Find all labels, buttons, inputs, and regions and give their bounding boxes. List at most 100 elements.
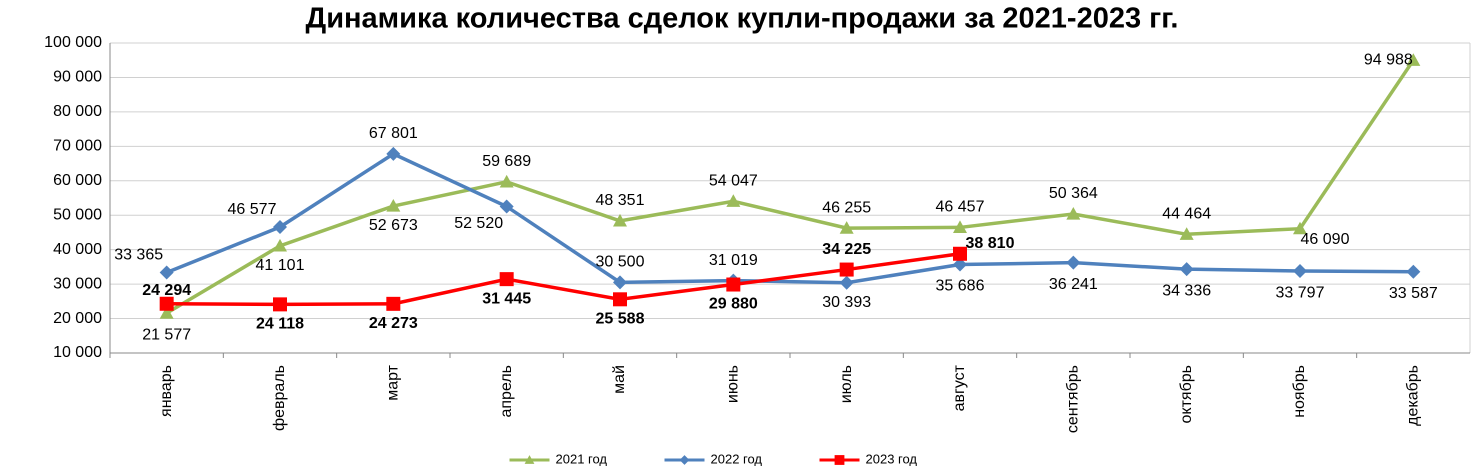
series: 33 365 46 577 67 801 52 520 30 500 31 019 30 3… xyxy=(114,125,1438,311)
marker xyxy=(273,220,287,235)
marker xyxy=(1066,206,1081,220)
marker xyxy=(386,296,401,311)
legend-label: 2021 год xyxy=(556,451,608,466)
data-label: 46 255 xyxy=(822,199,871,216)
marker xyxy=(834,455,845,465)
marker xyxy=(499,272,514,287)
series: 21 577 41 101 52 673 59 689 48 351 54 047 46 2… xyxy=(142,51,1421,343)
y-tick-label: 60 000 xyxy=(53,172,102,189)
marker xyxy=(499,174,514,188)
data-label: 29 880 xyxy=(709,296,758,313)
data-label: 35 686 xyxy=(936,278,985,295)
marker xyxy=(726,194,741,207)
data-label: 50 364 xyxy=(1049,185,1098,202)
data-label: 44 464 xyxy=(1162,206,1211,223)
x-tick-label: май xyxy=(611,365,628,394)
line xyxy=(165,59,1415,315)
data-label: 67 801 xyxy=(369,125,418,142)
marker xyxy=(839,221,854,234)
x-tick-label: август xyxy=(951,364,968,411)
marker xyxy=(1406,264,1421,279)
marker xyxy=(726,277,741,292)
data-label: 54 047 xyxy=(709,173,758,190)
data-label: 48 351 xyxy=(596,192,645,209)
marker xyxy=(839,262,854,277)
y-tick-label: 40 000 xyxy=(53,241,102,258)
x-tick-label: сентябрь xyxy=(1065,365,1082,433)
marker xyxy=(613,292,627,307)
marker xyxy=(524,455,535,464)
data-label: 33 587 xyxy=(1389,285,1438,302)
x-tick-label: январь xyxy=(158,365,175,417)
data-label: 24 273 xyxy=(369,315,418,332)
data-label: 34 225 xyxy=(822,241,871,258)
data-label: 94 988 xyxy=(1364,51,1413,68)
data-label: 46 577 xyxy=(228,201,277,218)
data-label: 31 019 xyxy=(709,252,758,269)
marker xyxy=(386,199,401,212)
data-label: 30 393 xyxy=(822,294,871,311)
data-label: 46 457 xyxy=(936,199,985,216)
y-tick-label: 10 000 xyxy=(53,344,102,361)
data-label: 59 689 xyxy=(482,153,531,170)
data-label: 31 445 xyxy=(482,290,531,307)
x-tick-label: март xyxy=(385,364,402,400)
data-label: 34 336 xyxy=(1162,282,1211,299)
x-tick-label: июль xyxy=(838,365,855,403)
marker xyxy=(273,297,287,312)
marker xyxy=(839,275,854,290)
data-label: 41 101 xyxy=(256,257,305,274)
y-tick-label: 90 000 xyxy=(53,69,102,86)
y-tick-label: 20 000 xyxy=(53,310,102,327)
data-label: 52 520 xyxy=(454,215,503,232)
y-tick-label: 100 000 xyxy=(44,34,102,51)
marker xyxy=(613,213,627,227)
chart-title: Динамика количества сделок купли-продажи… xyxy=(306,3,1179,35)
x-tick-label: июнь xyxy=(725,365,742,403)
legend-label: 2022 год xyxy=(711,451,763,466)
marker xyxy=(273,238,287,252)
marker xyxy=(679,455,690,465)
x-tick-label: апрель xyxy=(498,365,515,418)
data-label: 52 673 xyxy=(369,217,418,234)
y-tick-label: 80 000 xyxy=(53,103,102,120)
marker xyxy=(613,275,627,290)
marker xyxy=(1293,221,1307,235)
series: 24 294 24 118 24 273 31 445 25 588 29 880 34 2… xyxy=(142,235,1014,333)
marker xyxy=(159,265,174,280)
legend-label: 2023 год xyxy=(866,451,918,466)
marker xyxy=(953,220,967,234)
marker xyxy=(159,296,174,311)
y-tick-label: 70 000 xyxy=(53,138,102,155)
line xyxy=(166,252,961,307)
marker xyxy=(159,306,174,319)
data-label: 33 797 xyxy=(1276,284,1325,301)
x-tick-label: ноябрь xyxy=(1291,365,1308,418)
marker xyxy=(499,199,514,214)
x-tick-label: декабрь xyxy=(1405,365,1422,426)
data-label: 36 241 xyxy=(1049,276,1098,293)
marker xyxy=(953,257,967,272)
legend: 2021 год 2022 год 2023 год xyxy=(509,451,918,466)
y-tick-label: 30 000 xyxy=(53,275,102,292)
data-label: 24 294 xyxy=(142,282,191,299)
data-label: 33 365 xyxy=(114,247,163,264)
marker xyxy=(1179,227,1194,240)
marker xyxy=(1293,264,1307,279)
data-label: 30 500 xyxy=(596,254,645,271)
marker xyxy=(1179,262,1194,277)
marker xyxy=(953,246,967,261)
data-label: 25 588 xyxy=(596,311,645,328)
marker xyxy=(1406,53,1421,66)
data-label: 21 577 xyxy=(142,326,191,343)
data-label: 38 810 xyxy=(966,235,1015,252)
line xyxy=(166,151,1414,285)
y-tick-label: 50 000 xyxy=(53,206,102,223)
marker xyxy=(386,146,401,161)
marker xyxy=(1066,255,1081,270)
data-label: 24 118 xyxy=(256,316,304,333)
data-label: 46 090 xyxy=(1301,231,1350,248)
x-tick-label: февраль xyxy=(271,365,288,431)
x-tick-label: октябрь xyxy=(1178,365,1195,423)
